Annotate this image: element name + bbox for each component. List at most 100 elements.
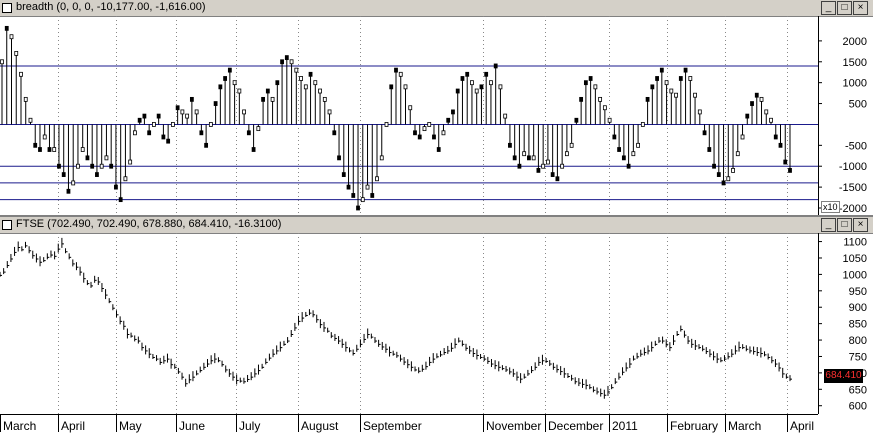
breadth-bar-cap: [261, 96, 265, 102]
breadth-chart: 2000 1500 1000 500 -500 -1000 -1500 -2000: [0, 16, 867, 215]
breadth-bar-cap: [455, 88, 460, 94]
breadth-bar-cap: [522, 151, 527, 157]
breadth-bar-cap: [593, 84, 598, 90]
breadth-bar-cap: [621, 155, 626, 161]
breadth-bar-cap: [517, 163, 522, 169]
breadth-bar-cap: [189, 96, 194, 102]
x-tick-label: March: [728, 419, 761, 433]
y-tick-label: -1500: [839, 182, 867, 194]
breadth-bar-cap: [583, 80, 588, 86]
breadth-bar-cap: [194, 109, 199, 115]
breadth-bar-cap: [422, 126, 427, 132]
breadth-bar-cap: [460, 76, 465, 81]
breadth-bar-cap: [602, 105, 607, 111]
breadth-bar-cap: [503, 113, 508, 119]
breadth-bar-cap: [47, 147, 52, 152]
breadth-bar-cap: [394, 67, 398, 73]
breadth-bar-cap: [588, 76, 593, 81]
breadth-bar-cap: [166, 138, 171, 144]
breadth-bar-cap: [631, 151, 636, 157]
breadth-bar-cap: [38, 147, 42, 152]
breadth-bar-cap: [702, 130, 707, 136]
maximize-button[interactable]: □: [837, 1, 852, 15]
minimize-button[interactable]: _: [821, 1, 836, 15]
breadth-bar-cap: [175, 105, 180, 111]
breadth-bar-cap: [550, 172, 555, 177]
breadth-bar-cap: [356, 205, 360, 211]
breadth-bar-cap: [778, 142, 783, 148]
y-tick-label: -2000: [839, 203, 867, 215]
minimize-button[interactable]: _: [821, 218, 836, 232]
breadth-bar-cap: [484, 71, 489, 77]
breadth-bar-cap: [740, 134, 745, 140]
breadth-bar-cap: [413, 130, 417, 136]
breadth-bar-cap: [332, 130, 337, 136]
breadth-bar-cap: [645, 96, 650, 102]
maximize-button[interactable]: □: [837, 218, 852, 232]
breadth-bar-cap: [693, 92, 697, 98]
x-tick-label: April: [61, 419, 85, 433]
y-tick-label: 900: [849, 302, 867, 314]
x-tick-label: May: [119, 419, 142, 433]
breadth-bar-cap: [99, 163, 104, 169]
breadth-bar-cap: [232, 80, 237, 86]
y-tick-label: 800: [849, 335, 867, 347]
breadth-bar-cap: [697, 109, 702, 115]
breadth-bar-cap: [137, 117, 142, 123]
y-tick-label: 1500: [843, 57, 867, 69]
last-price-badge: 684.410: [824, 369, 863, 383]
breadth-bar-cap: [71, 180, 76, 186]
y-tick-label: 500: [849, 99, 867, 111]
x-tick-label: August: [301, 419, 339, 433]
y-tick-label: 1000: [843, 78, 867, 90]
breadth-bar-cap: [745, 113, 750, 119]
breadth-bar-cap: [9, 34, 14, 40]
breadth-bar-cap: [14, 51, 19, 56]
breadth-bar-cap: [303, 84, 308, 90]
breadth-bar-cap: [555, 176, 560, 182]
breadth-bar-cap: [489, 80, 493, 86]
breadth-bar-cap: [721, 180, 726, 186]
breadth-bar-cap: [750, 101, 754, 106]
pane-divider[interactable]: [0, 215, 873, 217]
breadth-title: breadth (0, 0, 0, -10,177.00, -1,616.00): [16, 1, 206, 13]
breadth-bar-cap: [579, 96, 584, 102]
breadth-bar-cap: [384, 122, 389, 127]
breadth-bar-cap: [683, 67, 688, 73]
breadth-bar-cap: [123, 176, 128, 182]
breadth-bar-cap: [612, 134, 617, 140]
y-tick-label: 1100: [843, 237, 867, 249]
breadth-bar-cap: [379, 155, 384, 161]
breadth-bar-cap: [432, 134, 436, 140]
breadth-pane: breadth (0, 0, 0, -10,177.00, -1,616.00)…: [0, 0, 873, 215]
breadth-bar-cap: [128, 159, 133, 165]
breadth-bar-cap: [256, 126, 261, 132]
breadth-bar-cap: [531, 155, 536, 161]
breadth-bar-cap: [417, 134, 422, 140]
breadth-bar-cap: [242, 109, 246, 115]
breadth-bar-cap: [114, 184, 118, 190]
breadth-bar-cap: [607, 117, 612, 123]
breadth-bar-cap: [640, 122, 645, 127]
x-tick-label: April: [790, 419, 814, 433]
breadth-bar-cap: [42, 134, 47, 140]
breadth-bar-cap: [152, 122, 156, 127]
breadth-bar-cap: [341, 172, 346, 177]
ftse-title-bar[interactable]: FTSE (702.490, 702.490, 678.880, 684.410…: [0, 217, 873, 234]
breadth-title-bar[interactable]: breadth (0, 0, 0, -10,177.00, -1,616.00)…: [0, 0, 873, 17]
breadth-bar-cap: [142, 113, 147, 119]
breadth-bar-cap: [251, 147, 256, 152]
close-button[interactable]: ×: [853, 1, 868, 15]
breadth-bar-cap: [678, 76, 683, 81]
breadth-bar-cap: [403, 84, 408, 90]
breadth-bar-cap: [4, 25, 9, 31]
close-button[interactable]: ×: [853, 218, 868, 232]
breadth-bar-cap: [308, 71, 313, 77]
breadth-bar-cap: [465, 71, 470, 77]
breadth-bar-cap: [270, 96, 275, 102]
x-axis: March April May June July August September Nove…: [0, 414, 818, 433]
breadth-bar-cap: [498, 84, 503, 90]
breadth-bar-cap: [759, 96, 764, 102]
breadth-bar-cap: [560, 163, 565, 169]
breadth-bar-cap: [726, 176, 731, 182]
